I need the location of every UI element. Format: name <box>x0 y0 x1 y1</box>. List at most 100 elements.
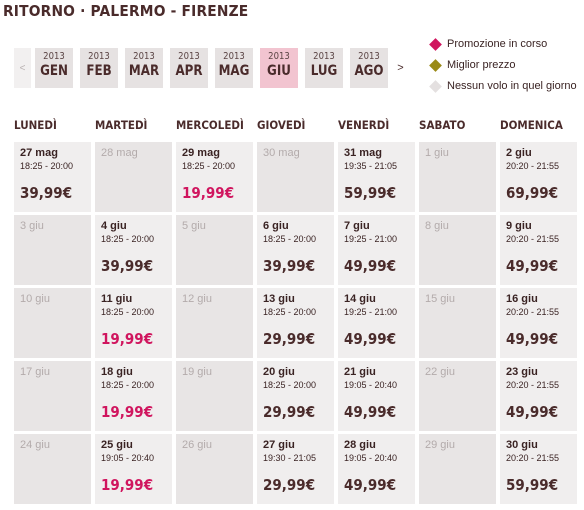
cell-time: 18:25 - 20:00 <box>182 161 236 171</box>
cell-date: 16 giu <box>506 293 538 305</box>
cell-time: 19:25 - 21:00 <box>344 307 398 317</box>
month-label: MAR <box>128 63 160 79</box>
cell-date: 10 giu <box>20 293 50 305</box>
month-year: 2013 <box>223 51 245 62</box>
flight-day-cell[interactable]: 28 giu 19:05 - 20:40 49,99€ <box>338 434 415 504</box>
chevron-right-icon: > <box>397 62 404 74</box>
cell-date: 31 mag <box>344 147 382 159</box>
flight-day-cell[interactable]: 13 giu 18:25 - 20:00 29,99€ <box>257 288 334 358</box>
month-tab-lug[interactable]: 2013 LUG <box>305 48 343 88</box>
chevron-left-icon: < <box>19 62 26 74</box>
diamond-gold-icon <box>429 59 442 72</box>
prev-month-button[interactable]: < <box>14 48 31 88</box>
flight-day-cell[interactable]: 27 mag 18:25 - 20:00 39,99€ <box>14 142 91 212</box>
no-flight-day-cell: 24 giu <box>14 434 91 504</box>
cell-date: 29 giu <box>425 439 455 451</box>
flight-day-cell[interactable]: 4 giu 18:25 - 20:00 39,99€ <box>95 215 172 285</box>
month-tab-gen[interactable]: 2013 GEN <box>35 48 73 88</box>
month-tab-mar[interactable]: 2013 MAR <box>125 48 163 88</box>
day-header-sat: SABATO <box>419 118 466 132</box>
flight-day-cell[interactable]: 30 giu 20:20 - 21:55 59,99€ <box>500 434 577 504</box>
cell-time: 18:25 - 20:00 <box>101 234 155 244</box>
cell-date: 5 giu <box>182 220 206 232</box>
cell-price: 49,99€ <box>344 476 397 494</box>
month-tab-ago[interactable]: 2013 AGO <box>350 48 388 88</box>
cell-date: 18 giu <box>101 366 133 378</box>
cell-time: 19:35 - 21:05 <box>344 161 398 171</box>
month-year: 2013 <box>88 51 110 62</box>
month-label: MAG <box>218 63 250 79</box>
cell-date: 15 giu <box>425 293 455 305</box>
flight-day-cell[interactable]: 27 giu 19:30 - 21:05 29,99€ <box>257 434 334 504</box>
no-flight-day-cell: 30 mag <box>257 142 334 212</box>
month-label: GEN <box>40 63 68 79</box>
cell-date: 30 giu <box>506 439 538 451</box>
cell-price: 29,99€ <box>263 476 316 494</box>
cell-price: 59,99€ <box>506 476 559 494</box>
cell-price-promo: 19,99€ <box>182 184 235 202</box>
month-tab-apr[interactable]: 2013 APR <box>170 48 208 88</box>
cell-date: 14 giu <box>344 293 376 305</box>
month-label: AGO <box>354 63 384 79</box>
flight-day-cell[interactable]: 20 giu 18:25 - 20:00 29,99€ <box>257 361 334 431</box>
flight-day-cell[interactable]: 18 giu 18:25 - 20:00 19,99€ <box>95 361 172 431</box>
cell-time: 19:25 - 21:00 <box>344 234 398 244</box>
cell-price-promo: 19,99€ <box>101 403 154 421</box>
no-flight-day-cell: 3 giu <box>14 215 91 285</box>
flight-day-cell[interactable]: 21 giu 19:05 - 20:40 49,99€ <box>338 361 415 431</box>
month-tab-giu[interactable]: 2013 GIU <box>260 48 298 88</box>
no-flight-day-cell: 29 giu <box>419 434 496 504</box>
cell-price: 49,99€ <box>344 403 397 421</box>
next-month-button[interactable]: > <box>392 48 409 88</box>
day-header-mon: LUNEDÌ <box>14 118 57 132</box>
cell-price: 49,99€ <box>344 257 397 275</box>
flight-day-cell[interactable]: 23 giu 20:20 - 21:55 49,99€ <box>500 361 577 431</box>
flight-day-cell[interactable]: 16 giu 20:20 - 21:55 49,99€ <box>500 288 577 358</box>
cell-time: 18:25 - 20:00 <box>263 234 317 244</box>
flight-day-cell[interactable]: 31 mag 19:35 - 21:05 59,99€ <box>338 142 415 212</box>
cell-time: 19:30 - 21:05 <box>263 453 317 463</box>
cell-price: 59,99€ <box>344 184 397 202</box>
cell-time: 20:20 - 21:55 <box>506 453 560 463</box>
cell-date: 28 mag <box>101 147 138 159</box>
cell-time: 20:20 - 21:55 <box>506 307 560 317</box>
flight-day-cell[interactable]: 25 giu 19:05 - 20:40 19,99€ <box>95 434 172 504</box>
cell-date: 3 giu <box>20 220 44 232</box>
day-header-sun: DOMENICA <box>500 118 563 132</box>
no-flight-day-cell: 28 mag <box>95 142 172 212</box>
page-title: RITORNO · PALERMO - FIRENZE <box>3 2 249 20</box>
cell-date: 9 giu <box>506 220 532 232</box>
diamond-pink-icon <box>429 38 442 51</box>
month-tab-feb[interactable]: 2013 FEB <box>80 48 118 88</box>
flight-day-cell[interactable]: 2 giu 20:20 - 21:55 69,99€ <box>500 142 577 212</box>
month-tab-mag[interactable]: 2013 MAG <box>215 48 253 88</box>
cell-date: 19 giu <box>182 366 212 378</box>
cell-date: 29 mag <box>182 147 220 159</box>
legend-label: Nessun volo in quel giorno <box>447 80 577 92</box>
cell-date: 13 giu <box>263 293 295 305</box>
cell-time: 18:25 - 20:00 <box>263 307 317 317</box>
cell-time: 18:25 - 20:00 <box>101 307 155 317</box>
cell-date: 8 giu <box>425 220 449 232</box>
cell-time: 18:25 - 20:00 <box>263 380 317 390</box>
no-flight-day-cell: 5 giu <box>176 215 253 285</box>
flight-day-cell[interactable]: 7 giu 19:25 - 21:00 49,99€ <box>338 215 415 285</box>
flight-day-cell[interactable]: 11 giu 18:25 - 20:00 19,99€ <box>95 288 172 358</box>
month-year: 2013 <box>133 51 155 62</box>
month-label: LUG <box>310 63 338 79</box>
no-flight-day-cell: 19 giu <box>176 361 253 431</box>
cell-time: 19:05 - 20:40 <box>344 380 398 390</box>
cell-date: 17 giu <box>20 366 50 378</box>
day-header-fri: VENERDÌ <box>338 118 390 132</box>
cell-price: 39,99€ <box>20 184 73 202</box>
cell-date: 12 giu <box>182 293 212 305</box>
cell-date: 24 giu <box>20 439 50 451</box>
cell-time: 18:25 - 20:00 <box>101 380 155 390</box>
cell-date: 22 giu <box>425 366 455 378</box>
cell-date: 7 giu <box>344 220 370 232</box>
flight-day-cell[interactable]: 14 giu 19:25 - 21:00 49,99€ <box>338 288 415 358</box>
cell-price: 29,99€ <box>263 403 316 421</box>
flight-day-cell[interactable]: 6 giu 18:25 - 20:00 39,99€ <box>257 215 334 285</box>
flight-day-cell[interactable]: 9 giu 20:20 - 21:55 49,99€ <box>500 215 577 285</box>
flight-day-cell[interactable]: 29 mag 18:25 - 20:00 19,99€ <box>176 142 253 212</box>
